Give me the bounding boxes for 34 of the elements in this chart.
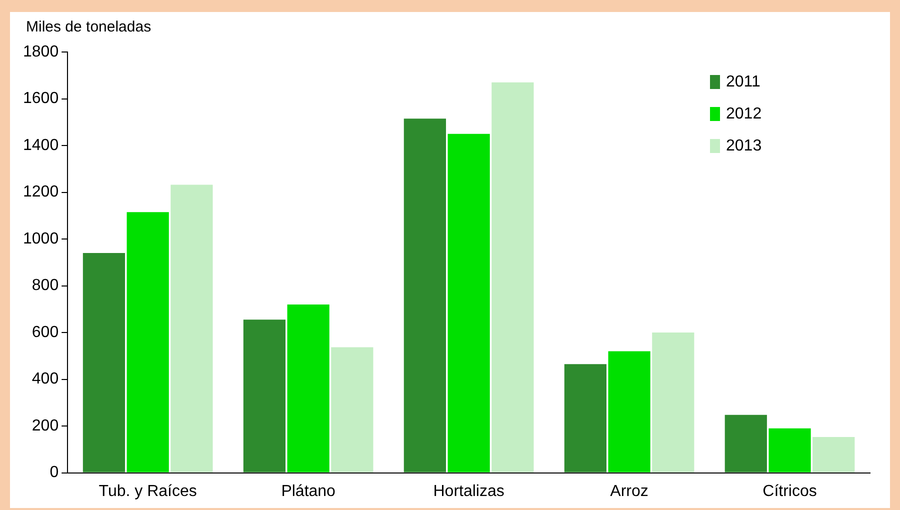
bar <box>448 134 490 472</box>
x-tick-label: Hortalizas <box>433 482 504 500</box>
y-tick-label: 800 <box>32 277 59 294</box>
y-tick-label: 200 <box>32 417 59 434</box>
bar <box>608 351 650 472</box>
bar <box>287 304 330 472</box>
bar <box>724 414 767 472</box>
bar <box>243 320 286 472</box>
y-tick-label: 1200 <box>23 184 59 201</box>
bar <box>812 437 855 472</box>
x-tick-label: Arroz <box>610 482 648 500</box>
y-axis-title: Miles de toneladas <box>26 18 152 36</box>
legend-label: 2011 <box>726 73 761 90</box>
x-tick-label: Plátano <box>281 482 336 500</box>
bar <box>126 212 169 472</box>
bar <box>82 253 126 472</box>
y-tick-label: 1400 <box>23 136 59 154</box>
y-tick-label: 400 <box>32 370 59 388</box>
bar <box>331 347 374 472</box>
legend-label: 2013 <box>726 137 762 154</box>
bar <box>652 332 694 472</box>
y-tick-label: 0 <box>50 464 59 482</box>
y-tick-label: 1800 <box>23 43 59 60</box>
bar <box>564 364 606 472</box>
bar <box>768 428 811 472</box>
x-tick-label: Cítricos <box>762 482 817 500</box>
bar <box>170 184 213 472</box>
legend-label: 2012 <box>726 105 762 122</box>
bar <box>492 82 534 472</box>
x-tick-label: Tub. y Raíces <box>98 482 197 500</box>
y-tick-label: 1000 <box>23 230 59 248</box>
bar <box>404 118 446 472</box>
y-tick-label: 1600 <box>23 90 59 108</box>
y-tick-label: 600 <box>32 324 59 341</box>
